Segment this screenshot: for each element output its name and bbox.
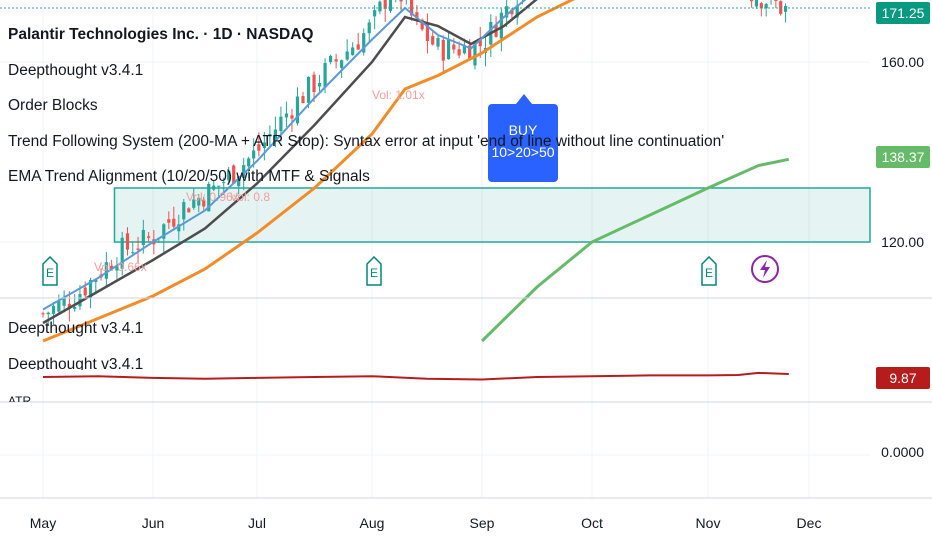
lower-indicator-legend[interactable]: Deepthought v3.4.1 [8, 320, 143, 338]
candle-body [329, 56, 332, 62]
atr-value-badge: 9.87 [876, 367, 930, 389]
indicator-legend[interactable]: EMA Trend Alignment (10/20/50) with MTF … [8, 168, 370, 186]
candle-body [167, 219, 170, 222]
candle-body [182, 202, 185, 219]
time-axis-label: Jun [142, 515, 165, 531]
candle-body [84, 288, 87, 296]
atr-legend[interactable]: ATR [8, 392, 31, 402]
earnings-label: E [701, 266, 717, 280]
candle-body [285, 114, 288, 118]
candle-body [126, 233, 129, 249]
last-price-badge: 171.25 [876, 2, 930, 24]
candle-body [47, 313, 50, 315]
candle-body [307, 77, 310, 103]
candle-body [142, 230, 145, 245]
candle-body [301, 96, 304, 103]
candle-body [357, 44, 360, 49]
candle-body [431, 36, 434, 44]
lower-indicator-legend[interactable]: Deepthought v3.4.1 [8, 356, 143, 370]
time-axis-label: Oct [581, 515, 603, 531]
candle-body [136, 249, 139, 250]
candle-body [452, 45, 455, 50]
indicator-legend[interactable]: Order Blocks [8, 97, 98, 115]
time-axis-label: May [30, 515, 56, 531]
vol-label: Vol: 1.01x [372, 88, 425, 102]
candle-body [247, 158, 250, 166]
vol-label: Vol: 0.66x [94, 260, 147, 274]
earnings-icon[interactable]: E [701, 256, 717, 286]
candle-body [458, 49, 461, 55]
candle-body [346, 51, 349, 59]
candle-body [399, 0, 402, 1]
indicator-legend[interactable]: Trend Following System (200-MA + ATR Sto… [8, 133, 724, 151]
candle-body [351, 47, 354, 55]
earnings-icon[interactable]: E [42, 256, 58, 286]
time-axis-label: Dec [797, 515, 822, 531]
earnings-icon[interactable]: E [366, 256, 382, 286]
candle-body [784, 6, 787, 12]
earnings-label: E [42, 266, 58, 280]
candle-body [290, 115, 293, 118]
time-axis-label: Aug [360, 515, 385, 531]
atr-axis-label: 0.0000 [881, 444, 924, 460]
candle-body [147, 236, 150, 237]
candle-body [755, 0, 758, 7]
ma200-value-badge: 138.37 [876, 146, 930, 168]
indicator-legend[interactable]: Deepthought v3.4.1 [8, 62, 143, 80]
candle-body [750, 0, 753, 1]
candle-body [442, 40, 445, 61]
candle-body [57, 301, 60, 311]
candle-body [335, 59, 338, 61]
time-axis-label: Nov [696, 515, 721, 531]
time-axis-label: Jul [248, 515, 266, 531]
candle-body [373, 10, 376, 16]
candle-body [774, 0, 777, 1]
candle-body [323, 63, 326, 87]
lightning-icon[interactable] [750, 254, 780, 284]
candle-body [279, 117, 282, 131]
price-axis-label: 160.00 [881, 54, 924, 70]
candle-body [378, 2, 381, 12]
candle-body [252, 151, 255, 159]
vol-label: Vol: 0.8 [230, 190, 270, 204]
candle-body [436, 38, 439, 47]
candle-body [131, 252, 134, 253]
time-axis-label: Sep [470, 515, 495, 531]
candle-body [389, 0, 392, 11]
candle-body [340, 60, 343, 68]
candle-body [41, 313, 44, 314]
candle-body [52, 306, 55, 314]
candle-body [447, 40, 450, 59]
candle-body [212, 186, 215, 190]
earnings-label: E [366, 266, 382, 280]
candle-body [172, 219, 175, 227]
candle-body [187, 208, 190, 212]
chart-title[interactable]: Palantir Technologies Inc. · 1D · NASDAQ [8, 26, 313, 44]
buy-signal-pointer [516, 94, 532, 104]
candle-body [73, 307, 76, 309]
price-axis-label: 120.00 [881, 234, 924, 250]
candle-body [312, 75, 315, 92]
candle-body [368, 22, 371, 33]
candle-body [318, 83, 321, 87]
